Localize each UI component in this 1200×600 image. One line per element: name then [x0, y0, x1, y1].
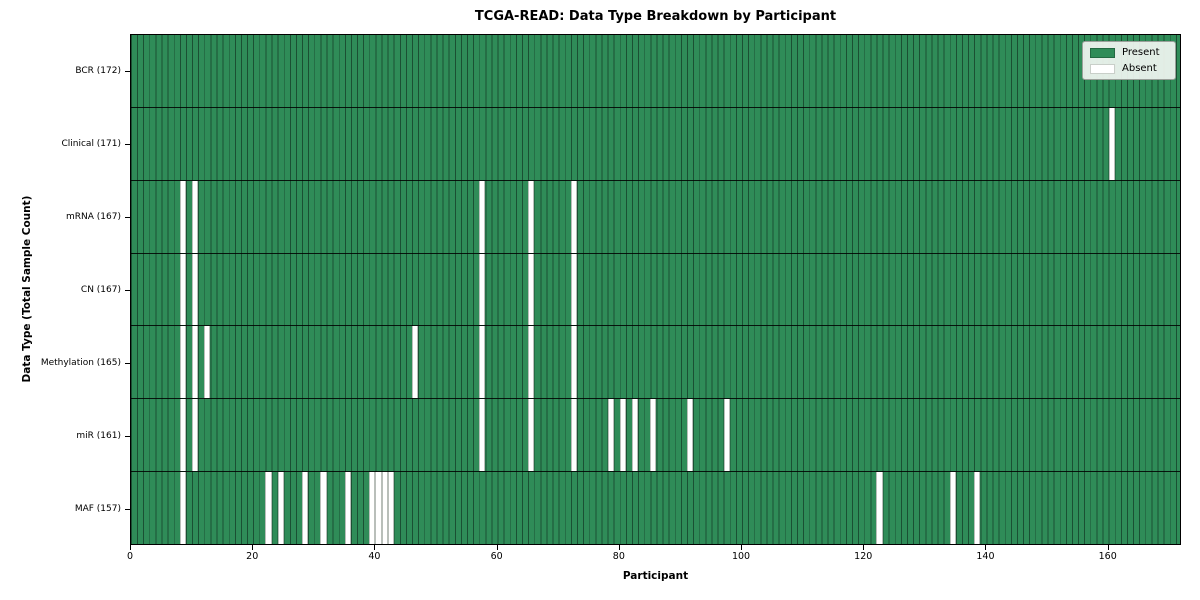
absent-bar	[192, 180, 199, 253]
absent-bar	[179, 326, 186, 399]
absent-bar	[192, 399, 199, 472]
absent-bar	[179, 253, 186, 326]
x-tick-label: 40	[368, 551, 381, 562]
row-mrna	[131, 179, 1180, 253]
legend-label: Present	[1122, 47, 1160, 58]
x-tick-mark	[863, 545, 865, 550]
chart-title: TCGA-READ: Data Type Breakdown by Partic…	[474, 9, 837, 24]
row-cn	[131, 252, 1180, 326]
y-tick-label: mRNA (167)	[66, 211, 121, 222]
x-tick-mark	[374, 545, 376, 550]
x-tick-label: 80	[612, 551, 625, 562]
y-tick-label: miR (161)	[76, 430, 121, 441]
y-tick-mark	[125, 362, 130, 364]
y-tick-mark	[125, 70, 130, 72]
absent-bar	[375, 472, 382, 545]
absent-bar	[302, 472, 309, 545]
absent-bar	[876, 472, 883, 545]
absent-bar	[650, 399, 657, 472]
row-bcr	[131, 35, 1180, 107]
absent-bar	[528, 180, 535, 253]
row-methylation	[131, 325, 1180, 399]
y-tick-mark	[125, 143, 130, 145]
x-tick-mark	[985, 545, 987, 550]
y-tick-mark	[125, 435, 130, 437]
y-tick-label: Methylation (165)	[40, 357, 121, 368]
y-tick-label: CN (167)	[80, 284, 121, 295]
absent-bar	[265, 472, 272, 545]
absent-bar	[528, 399, 535, 472]
absent-bar	[344, 472, 351, 545]
absent-bar	[1108, 107, 1115, 180]
absent-bar	[179, 180, 186, 253]
y-tick-label: Clinical (171)	[61, 138, 121, 149]
x-tick-label: 0	[126, 551, 134, 562]
x-tick-mark	[618, 545, 620, 550]
absent-bar	[687, 399, 694, 472]
row-clinical	[131, 106, 1180, 180]
y-tick-label: MAF (157)	[74, 503, 121, 514]
absent-bar	[570, 326, 578, 399]
absent-bar	[320, 472, 327, 545]
x-tick-mark	[252, 545, 254, 550]
absent-bar	[570, 253, 578, 326]
absent-bar	[479, 253, 486, 326]
y-tick-label: BCR (172)	[75, 65, 121, 76]
absent-bar	[277, 472, 284, 545]
y-tick-mark	[125, 216, 130, 218]
y-tick-mark	[125, 508, 130, 510]
legend-entry-present: Present	[1090, 47, 1168, 58]
absent-bar	[949, 472, 956, 545]
absent-bar	[570, 180, 578, 253]
legend: Present Absent	[1082, 41, 1176, 80]
absent-bar	[632, 399, 639, 472]
x-tick-mark	[741, 545, 743, 550]
y-tick-mark	[125, 289, 130, 291]
absent-bar	[974, 472, 981, 545]
absent-bar	[479, 180, 486, 253]
x-axis-title: Participant	[622, 570, 689, 582]
x-tick-mark	[130, 545, 131, 550]
absent-bar	[204, 326, 211, 399]
legend-swatch-icon	[1090, 47, 1115, 58]
x-tick-mark	[1107, 545, 1109, 550]
y-axis-title: Data Type (Total Sample Count)	[21, 195, 33, 383]
plot-area	[130, 34, 1181, 545]
absent-bar	[192, 253, 199, 326]
x-tick-label: 60	[490, 551, 503, 562]
absent-bar	[387, 472, 394, 545]
legend-label: Absent	[1122, 63, 1157, 74]
absent-bar	[479, 326, 486, 399]
row-mir	[131, 398, 1180, 472]
absent-bar	[607, 399, 614, 472]
legend-swatch-icon	[1090, 63, 1115, 74]
absent-bar	[192, 326, 199, 399]
row-maf	[131, 471, 1180, 545]
absent-bar	[479, 399, 486, 472]
x-tick-label: 120	[854, 551, 873, 562]
absent-bar	[723, 399, 730, 472]
absent-bar	[570, 399, 578, 472]
x-tick-label: 20	[246, 551, 259, 562]
legend-entry-absent: Absent	[1090, 63, 1168, 74]
absent-bar	[528, 253, 535, 326]
x-tick-label: 160	[1098, 551, 1117, 562]
absent-bar	[179, 472, 186, 545]
x-tick-label: 100	[731, 551, 751, 562]
absent-bar	[381, 472, 388, 545]
absent-bar	[369, 472, 376, 545]
absent-bar	[528, 326, 535, 399]
absent-bar	[619, 399, 626, 472]
x-tick-mark	[496, 545, 498, 550]
absent-bar	[179, 399, 186, 472]
x-tick-label: 140	[976, 551, 995, 562]
absent-bar	[412, 326, 419, 399]
